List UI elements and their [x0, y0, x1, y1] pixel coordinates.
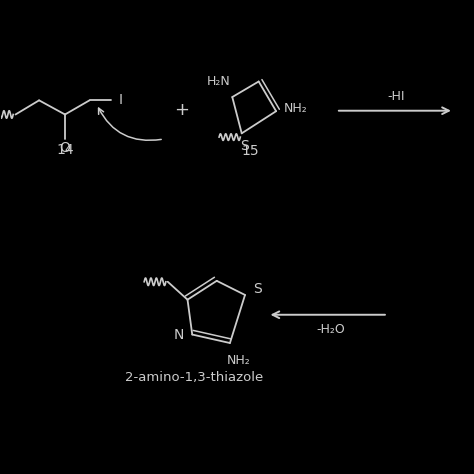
- Text: I: I: [119, 93, 123, 107]
- Text: 15: 15: [241, 144, 259, 158]
- Text: NH₂: NH₂: [284, 102, 308, 115]
- Text: +: +: [174, 101, 189, 119]
- Text: S: S: [254, 283, 262, 296]
- Text: 14: 14: [56, 143, 74, 157]
- Text: S: S: [240, 139, 248, 153]
- Text: NH₂: NH₂: [227, 355, 250, 367]
- Text: -HI: -HI: [388, 90, 405, 103]
- Text: O: O: [60, 141, 71, 155]
- Text: H₂N: H₂N: [207, 75, 231, 89]
- Text: -H₂O: -H₂O: [317, 323, 346, 337]
- Text: 2-amino-1,3-thiazole: 2-amino-1,3-thiazole: [126, 371, 264, 384]
- Text: N: N: [174, 328, 184, 343]
